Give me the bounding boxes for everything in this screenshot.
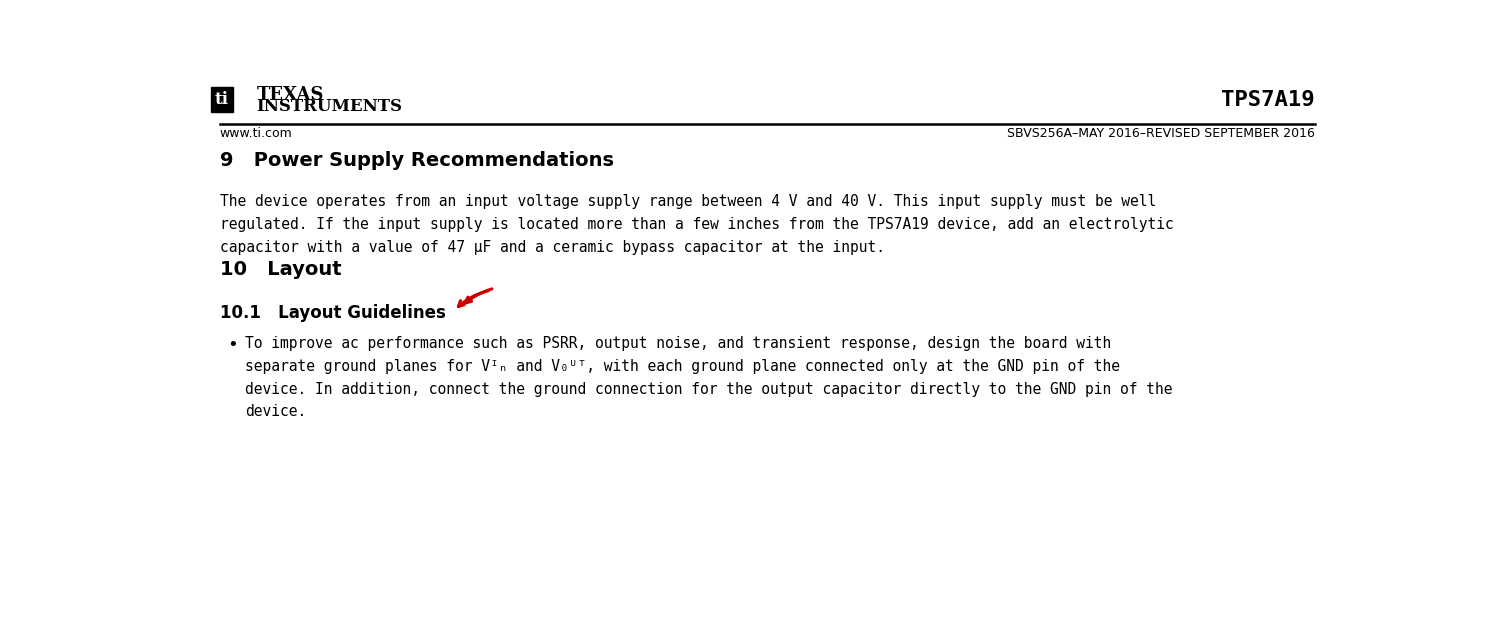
Text: SBVS256A–MAY 2016–REVISED SEPTEMBER 2016: SBVS256A–MAY 2016–REVISED SEPTEMBER 2016 (1007, 127, 1314, 139)
Text: 10.1   Layout Guidelines: 10.1 Layout Guidelines (220, 304, 446, 321)
Text: INSTRUMENTS: INSTRUMENTS (257, 98, 403, 115)
Text: ti: ti (216, 91, 229, 108)
Text: TEXAS: TEXAS (257, 86, 325, 105)
Text: www.ti.com: www.ti.com (220, 127, 292, 139)
Text: 10   Layout: 10 Layout (220, 260, 341, 279)
Text: 9   Power Supply Recommendations: 9 Power Supply Recommendations (220, 151, 614, 170)
Text: TPS7A19: TPS7A19 (1222, 90, 1314, 110)
Text: •: • (228, 336, 238, 354)
Text: The device operates from an input voltage supply range between 4 V and 40 V. Thi: The device operates from an input voltag… (220, 195, 1174, 255)
Text: To improve ac performance such as PSRR, output noise, and transient response, de: To improve ac performance such as PSRR, … (246, 336, 1172, 420)
